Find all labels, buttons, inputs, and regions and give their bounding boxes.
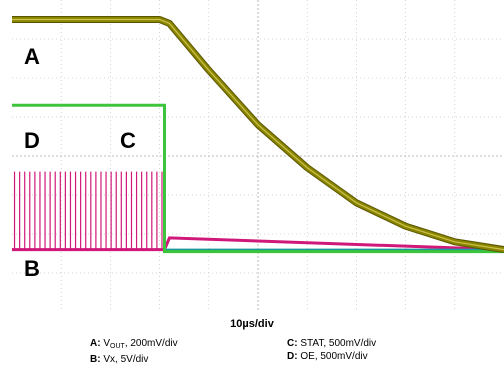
legend-entry-a: A: VOUT, 200mV/div [90,338,178,350]
legend-signal-b: Vx [103,354,116,365]
legend-left: A: VOUT, 200mV/div B: Vx, 5V/div [90,337,178,366]
time-scale-label: 10µs/div [230,318,274,330]
legend-signal-c: STAT [300,338,324,349]
legend-key-a: A [90,338,98,349]
trace-a-highlight [12,18,504,251]
legend-scale-a: 200mV/div [130,338,178,349]
legend-signal-a: V [103,338,111,349]
legend-scale-c: 500mV/div [328,338,377,349]
legend-key-c: C [287,338,295,349]
legend-scale-b: 5V/div [120,354,149,365]
legend-entry-b: B: Vx, 5V/div [90,354,149,365]
marker-c: C [120,128,136,153]
legend-key-d: D [287,351,295,362]
legend-entry-d: D: OE, 500mV/div [287,351,368,362]
legend-right: C: STAT, 500mV/div D: OE, 500mV/div [287,337,376,363]
trace-b [12,236,504,252]
marker-d: D [24,128,40,153]
trace-d [12,103,504,254]
legend-scale-d: 500mV/div [320,351,368,362]
legend-entry-c: C: STAT, 500mV/div [287,338,377,349]
legend-key-b: B [90,354,98,365]
legend-signal-d: OE [300,351,315,362]
marker-a: A [24,44,40,69]
marker-b: B [24,256,40,281]
oscilloscope-plot: A D C B [12,0,504,312]
legend-signal-a-sub: OUT [110,343,125,350]
